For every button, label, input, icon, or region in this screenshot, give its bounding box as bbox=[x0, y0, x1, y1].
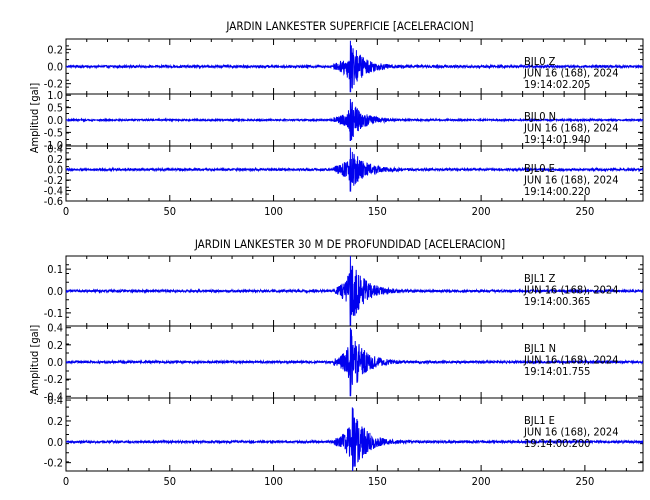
x-tick-label: 100 bbox=[264, 205, 283, 218]
x-tick-label: 200 bbox=[472, 475, 491, 488]
top-panel-title: JARDIN LANKESTER SUPERFICIE [ACELERACION… bbox=[225, 19, 473, 33]
y-tick-label: -0.4 bbox=[44, 185, 63, 198]
station-channel-label: BJL1 E bbox=[524, 414, 555, 427]
station-channel-label: BJL0 Z bbox=[524, 55, 556, 68]
event-date-label: JUN 16 (168), 2024 bbox=[523, 67, 619, 80]
y-tick-label: 0.2 bbox=[47, 339, 63, 352]
event-date-label: JUN 16 (168), 2024 bbox=[523, 284, 619, 297]
y-tick-label: -0.2 bbox=[44, 457, 63, 470]
x-tick-label: 0 bbox=[63, 205, 69, 218]
y-tick-label: -0.2 bbox=[44, 174, 63, 187]
y-tick-label: 0.0 bbox=[47, 164, 63, 177]
bottom-panel-title: JARDIN LANKESTER 30 M DE PROFUNDIDAD [AC… bbox=[194, 237, 505, 251]
y-tick-label: -0.2 bbox=[44, 78, 63, 91]
station-channel-label: BJL0 N bbox=[524, 110, 556, 123]
start-time-label: 19:14:02.205 bbox=[524, 78, 590, 91]
bottom-panel-ylabel: Amplitud [gal] bbox=[28, 325, 41, 396]
start-time-label: 19:14:00.200 bbox=[524, 437, 590, 450]
y-tick-label: 0.0 bbox=[47, 356, 63, 369]
y-tick-label: 1.0 bbox=[47, 89, 63, 102]
y-tick-label: 0.0 bbox=[47, 114, 63, 127]
y-tick-label: -0.6 bbox=[44, 195, 63, 208]
y-tick-label: -0.2 bbox=[44, 373, 63, 386]
x-tick-label: 250 bbox=[575, 475, 594, 488]
event-date-label: JUN 16 (168), 2024 bbox=[523, 122, 619, 135]
x-tick-label: 150 bbox=[368, 475, 387, 488]
waveform-trace-BJL0-N bbox=[66, 98, 643, 142]
y-tick-label: 0.4 bbox=[47, 143, 63, 156]
x-tick-label: 150 bbox=[368, 205, 387, 218]
y-tick-label: 0.0 bbox=[47, 285, 63, 298]
x-tick-label: 100 bbox=[264, 475, 283, 488]
y-tick-label: 0.5 bbox=[47, 102, 63, 115]
start-time-label: 19:14:00.220 bbox=[524, 185, 590, 198]
y-tick-label: 0.4 bbox=[47, 394, 63, 407]
y-tick-label: -0.1 bbox=[44, 307, 63, 320]
y-tick-label: 0.4 bbox=[47, 322, 63, 335]
waveform-trace-BJL1-E bbox=[66, 407, 643, 471]
station-channel-label: BJL1 N bbox=[524, 342, 556, 355]
station-channel-label: BJL0 E bbox=[524, 162, 555, 175]
x-tick-label: 50 bbox=[163, 475, 176, 488]
y-tick-label: 0.1 bbox=[47, 263, 63, 276]
waveform-trace-BJL1-N bbox=[66, 327, 643, 397]
event-date-label: JUN 16 (168), 2024 bbox=[523, 354, 619, 367]
x-tick-label: 200 bbox=[472, 205, 491, 218]
waveform-trace-BJL1-Z bbox=[66, 256, 643, 326]
y-tick-label: 0.0 bbox=[47, 436, 63, 449]
y-tick-label: 0.2 bbox=[47, 415, 63, 428]
start-time-label: 19:14:01.755 bbox=[524, 365, 590, 378]
start-time-label: 19:14:00.365 bbox=[524, 295, 590, 308]
y-tick-label: -1.0 bbox=[44, 139, 63, 152]
start-time-label: 19:14:01.940 bbox=[524, 133, 590, 146]
event-date-label: JUN 16 (168), 2024 bbox=[523, 174, 619, 187]
x-tick-label: 250 bbox=[575, 205, 594, 218]
y-tick-label: 0.2 bbox=[47, 153, 63, 166]
x-tick-label: 0 bbox=[63, 475, 69, 488]
waveform-trace-BJL0-E bbox=[66, 147, 643, 192]
y-tick-label: 0.2 bbox=[47, 43, 63, 56]
top-panel-ylabel: Amplitud [gal] bbox=[28, 83, 41, 154]
waveform-trace-BJL0-Z bbox=[66, 40, 643, 93]
y-tick-label: -0.5 bbox=[44, 126, 63, 139]
event-date-label: JUN 16 (168), 2024 bbox=[523, 426, 619, 439]
x-tick-label: 50 bbox=[163, 205, 176, 218]
station-channel-label: BJL1 Z bbox=[524, 272, 556, 285]
y-tick-label: -0.4 bbox=[44, 390, 63, 403]
y-tick-label: 0.0 bbox=[47, 61, 63, 74]
